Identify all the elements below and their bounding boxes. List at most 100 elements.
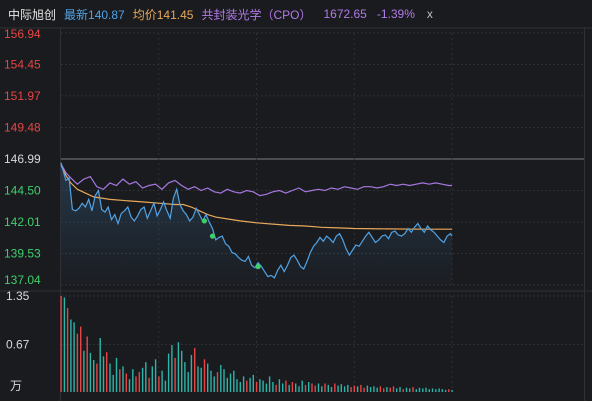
price-tick-label: 144.50 bbox=[4, 184, 41, 198]
volume-bar bbox=[252, 374, 254, 392]
volume-bar bbox=[184, 362, 186, 392]
volume-bar bbox=[451, 389, 453, 392]
volume-bar bbox=[86, 336, 88, 392]
volume-bar bbox=[125, 373, 127, 392]
volume-bar bbox=[379, 386, 382, 392]
volume-bar bbox=[396, 388, 398, 392]
volume-bar bbox=[83, 350, 85, 392]
volume-bar bbox=[102, 356, 105, 392]
volume-bar bbox=[138, 372, 140, 392]
volume-bar bbox=[203, 359, 206, 392]
volume-tick-label: 0.67 bbox=[6, 337, 30, 351]
volume-bar bbox=[363, 387, 365, 392]
volume-bar bbox=[340, 384, 342, 392]
volume-bar bbox=[197, 366, 199, 392]
volume-bar bbox=[311, 383, 313, 392]
volume-bar bbox=[409, 388, 411, 392]
volume-bar bbox=[330, 387, 333, 392]
price-tick-label: 142.01 bbox=[4, 215, 41, 229]
price-tick-label: 139.53 bbox=[4, 246, 41, 260]
volume-bar bbox=[275, 384, 277, 392]
volume-bar bbox=[89, 352, 92, 392]
trade-signal-marker bbox=[209, 233, 216, 239]
volume-bar bbox=[112, 374, 114, 392]
volume-bar bbox=[242, 376, 245, 392]
volume-tick-label: 1.35 bbox=[6, 289, 30, 303]
volume-bar bbox=[190, 355, 193, 392]
volume-bar bbox=[314, 385, 316, 392]
volume-bar bbox=[135, 376, 137, 392]
volume-bar bbox=[353, 385, 355, 392]
volume-bar bbox=[438, 388, 440, 392]
volume-bar bbox=[444, 389, 447, 392]
volume-bar bbox=[164, 380, 167, 392]
volume-bar bbox=[347, 384, 349, 392]
volume-bar bbox=[308, 382, 310, 392]
quote-header: 中际旭创 最新140.87 均价141.45 共封装光学（CPO） 1672.6… bbox=[0, 0, 592, 28]
price-area bbox=[61, 162, 452, 285]
volume-bar bbox=[291, 382, 294, 392]
volume-bar bbox=[109, 363, 111, 392]
volume-bar bbox=[132, 369, 134, 392]
index-change-label: -1.39% bbox=[376, 7, 415, 21]
volume-bar bbox=[415, 389, 417, 392]
volume-bar bbox=[246, 380, 248, 392]
volume-bar bbox=[154, 359, 157, 392]
volume-bar bbox=[399, 387, 401, 392]
volume-bar bbox=[278, 379, 281, 392]
volume-bar bbox=[435, 389, 437, 392]
volume-bar bbox=[321, 386, 323, 392]
volume-unit-label: 万 bbox=[10, 379, 22, 393]
volume-bar bbox=[174, 357, 176, 392]
volume-bar bbox=[268, 376, 271, 392]
volume-bar bbox=[366, 385, 369, 392]
volume-bar bbox=[428, 389, 430, 392]
volume-bar bbox=[412, 387, 414, 392]
volume-bar bbox=[119, 369, 121, 392]
volume-bar bbox=[223, 369, 225, 392]
average-price-line bbox=[60, 164, 452, 230]
volume-bar bbox=[167, 353, 170, 392]
price-tick-label: 151.97 bbox=[4, 89, 41, 103]
volume-bar bbox=[431, 388, 434, 392]
volume-bar bbox=[226, 377, 228, 392]
volume-bar bbox=[161, 370, 163, 392]
volume-bar bbox=[295, 383, 297, 392]
volume-bar bbox=[158, 376, 160, 392]
volume-bar bbox=[171, 345, 173, 392]
volume-bar bbox=[151, 366, 153, 392]
volume-bar bbox=[66, 308, 69, 392]
volume-bar bbox=[115, 357, 118, 392]
volume-bar bbox=[207, 363, 209, 392]
volume-bar bbox=[383, 388, 385, 392]
volume-bar bbox=[99, 338, 101, 392]
volume-bar bbox=[327, 384, 329, 392]
volume-bar bbox=[236, 379, 238, 392]
volume-bar bbox=[220, 365, 222, 392]
volume-bar bbox=[343, 386, 346, 392]
volume-bar bbox=[373, 386, 375, 392]
volume-bar bbox=[360, 384, 362, 392]
volume-bar bbox=[213, 376, 215, 392]
stock-name: 中际旭创 bbox=[8, 7, 57, 22]
volume-bar bbox=[122, 366, 124, 392]
volume-bar bbox=[262, 380, 264, 392]
index-value-label: 1672.65 bbox=[323, 7, 367, 21]
volume-bar bbox=[233, 370, 235, 392]
volume-bar bbox=[304, 384, 307, 392]
volume-bar bbox=[425, 387, 427, 392]
volume-bar bbox=[76, 333, 79, 392]
volume-bar bbox=[80, 326, 82, 392]
volume-bar bbox=[259, 379, 261, 392]
volume-bar bbox=[392, 386, 395, 392]
close-icon[interactable]: x bbox=[426, 7, 433, 21]
last-price-label: 最新140.87 bbox=[64, 7, 125, 22]
volume-bar bbox=[285, 380, 287, 392]
volume-bar bbox=[141, 367, 144, 392]
volume-bar bbox=[210, 370, 212, 392]
volume-bar bbox=[255, 382, 258, 392]
volume-bar bbox=[229, 373, 232, 392]
volume-bar bbox=[448, 389, 450, 392]
average-price-label: 均价141.45 bbox=[132, 7, 194, 22]
